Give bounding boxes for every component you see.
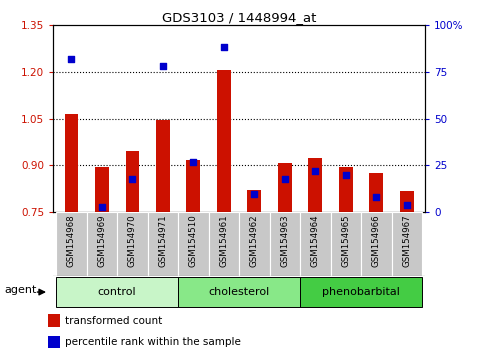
Point [128,176,136,182]
Text: phenobarbital: phenobarbital [322,287,400,297]
Text: GSM154966: GSM154966 [372,214,381,267]
Bar [156,120,170,212]
Point [312,168,319,174]
Point [403,202,411,208]
Text: transformed count: transformed count [65,316,162,326]
Point [220,45,227,50]
Bar [117,212,148,276]
Bar [339,167,353,212]
Bar [186,160,200,212]
Text: GSM154962: GSM154962 [250,214,259,267]
Point [159,63,167,69]
Bar [148,212,178,276]
Text: GSM154971: GSM154971 [158,214,168,267]
Title: GDS3103 / 1448994_at: GDS3103 / 1448994_at [162,11,316,24]
Bar [300,277,422,307]
Bar [65,114,78,212]
Bar [239,212,270,276]
Bar [56,277,178,307]
Text: GSM154967: GSM154967 [402,214,411,267]
Text: cholesterol: cholesterol [209,287,270,297]
Text: percentile rank within the sample: percentile rank within the sample [65,337,241,347]
Point [372,195,380,200]
Point [68,56,75,61]
Text: GSM154964: GSM154964 [311,214,320,267]
Bar [209,212,239,276]
Bar [330,212,361,276]
Bar [270,212,300,276]
Bar [400,190,413,212]
Bar [247,190,261,212]
Text: GSM154969: GSM154969 [98,214,106,267]
Text: GSM154963: GSM154963 [280,214,289,267]
Point [281,176,289,182]
Bar [278,163,292,212]
Bar [178,277,300,307]
Bar [86,212,117,276]
Text: GSM154968: GSM154968 [67,214,76,267]
Point [98,204,106,210]
Text: GSM154510: GSM154510 [189,214,198,267]
Point [342,172,350,178]
Text: GSM154970: GSM154970 [128,214,137,267]
Text: agent: agent [4,285,37,296]
Bar [48,314,60,327]
Point [251,191,258,196]
Text: GSM154965: GSM154965 [341,214,350,267]
Bar [95,167,109,212]
Bar [48,336,60,348]
Text: GSM154961: GSM154961 [219,214,228,267]
Bar [392,212,422,276]
Bar [369,173,383,212]
Text: control: control [98,287,137,297]
Point [189,159,197,165]
Bar [56,212,86,276]
Bar [300,212,330,276]
Bar [178,212,209,276]
Bar [361,212,392,276]
Bar [126,152,139,212]
Bar [217,70,231,212]
Bar [309,158,322,212]
